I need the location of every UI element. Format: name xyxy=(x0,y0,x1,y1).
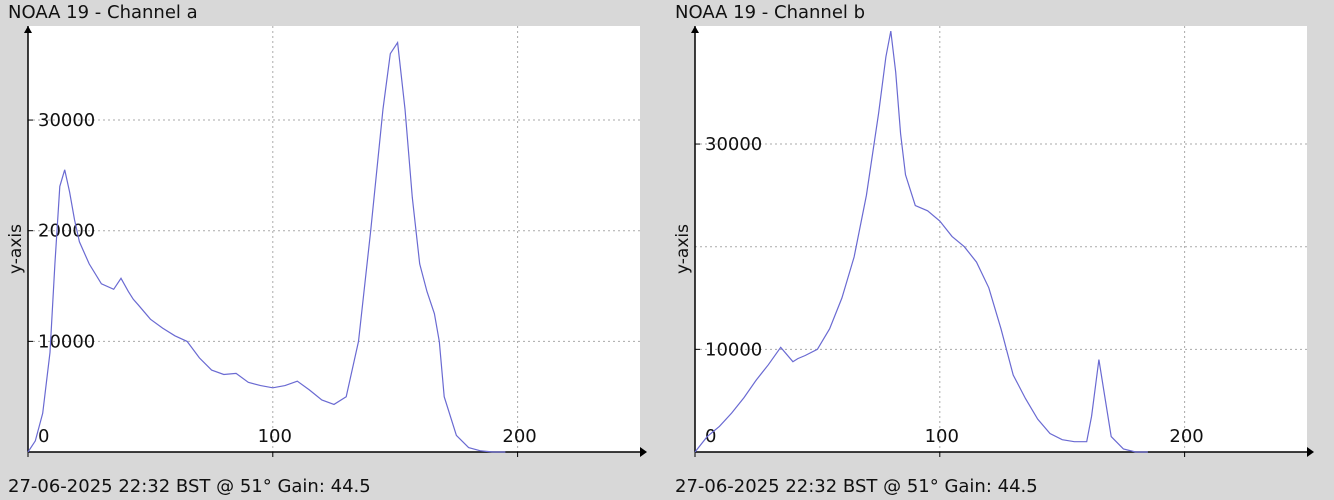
x-tick-label: 0 xyxy=(705,426,716,447)
chart-panel-channel-a: NOAA 19 - Channel a 0 100 200 10000 20000 300… xyxy=(6,2,647,497)
chart-panel-channel-b: NOAA 19 - Channel b 0 100 200 10000 30000 y-a… xyxy=(667,0,1334,500)
chart-footer: 27-06-2025 22:32 BST @ 51° Gain: 44.5 xyxy=(8,476,371,497)
chart-footer: 27-06-2025 22:32 BST @ 51° Gain: 44.5 xyxy=(675,476,1038,497)
y-axis-label: y-axis xyxy=(673,224,693,274)
x-tick-label: 100 xyxy=(258,426,292,447)
y-tick-label: 10000 xyxy=(38,331,95,352)
series-line xyxy=(694,30,1148,453)
x-tick-label: 200 xyxy=(502,426,536,447)
chart-plot: 0 100 200 10000 20000 30000 y-axis xyxy=(6,26,647,457)
x-tick-label: 100 xyxy=(925,426,959,447)
series-line xyxy=(27,40,506,453)
y-tick-label: 30000 xyxy=(705,134,762,155)
chart-title: NOAA 19 - Channel a xyxy=(8,2,198,23)
plot-area xyxy=(695,26,1307,452)
y-axis-arrow xyxy=(691,26,699,33)
y-tick-label: 20000 xyxy=(38,221,95,242)
x-tick-label: 200 xyxy=(1169,426,1203,447)
y-axis-label: y-axis xyxy=(6,224,26,274)
plot-area xyxy=(28,26,640,452)
x-axis-arrow xyxy=(640,447,647,457)
x-tick-label: 0 xyxy=(38,426,49,447)
y-tick-label: 30000 xyxy=(38,110,95,131)
chart-title: NOAA 19 - Channel b xyxy=(675,2,866,23)
y-axis-arrow xyxy=(24,26,32,33)
chart-plot: 0 100 200 10000 30000 y-axis xyxy=(673,26,1314,457)
y-tick-label: 10000 xyxy=(705,339,762,360)
x-axis-arrow xyxy=(1307,447,1314,457)
